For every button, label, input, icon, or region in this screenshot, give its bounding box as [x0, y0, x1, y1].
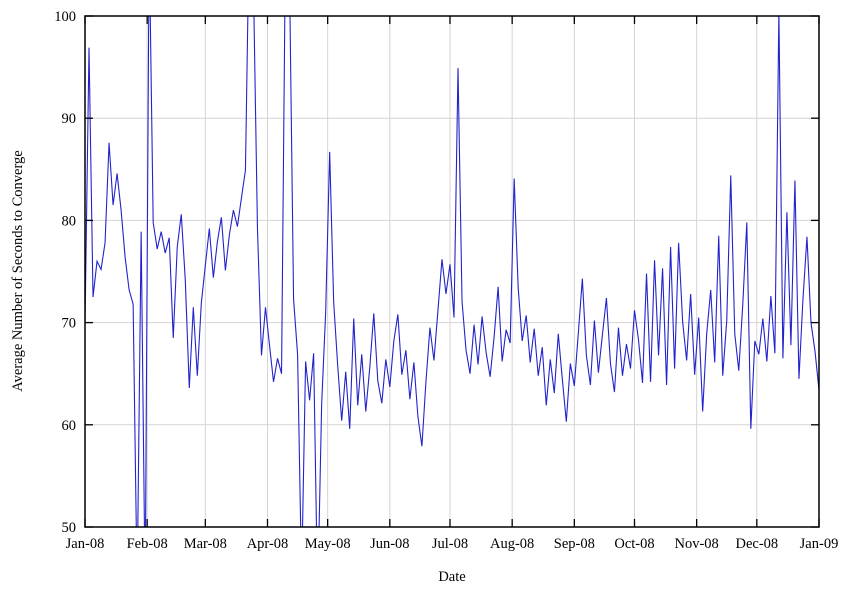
- x-tick-label: Jul-08: [432, 536, 468, 552]
- x-tick-label: Apr-08: [247, 536, 289, 552]
- x-tick-label: Feb-08: [127, 536, 168, 552]
- y-tick-label: 60: [62, 418, 77, 434]
- data-line: [85, 16, 819, 527]
- x-tick-label: Sep-08: [554, 536, 595, 552]
- y-tick-label: 50: [62, 520, 77, 536]
- y-tick-label: 70: [62, 316, 77, 332]
- x-tick-label: Jun-08: [370, 536, 409, 552]
- plot-border: [84, 15, 820, 528]
- x-tick-label: Jan-08: [66, 536, 105, 552]
- x-tick-label: May-08: [305, 536, 351, 552]
- x-tick-label: Mar-08: [184, 536, 227, 552]
- x-tick-label: Aug-08: [490, 536, 534, 552]
- x-tick-label: Jan-09: [800, 536, 839, 552]
- y-tick-label: 80: [62, 213, 77, 229]
- x-tick-label: Oct-08: [614, 536, 654, 552]
- x-tick-label: Dec-08: [735, 536, 778, 552]
- x-axis-label: Date: [438, 569, 465, 585]
- y-tick-label: 100: [54, 9, 76, 25]
- y-tick-label: 90: [62, 111, 77, 127]
- x-tick-label: Nov-08: [675, 536, 719, 552]
- y-axis-label: Average Number of Seconds to Converge: [10, 150, 26, 391]
